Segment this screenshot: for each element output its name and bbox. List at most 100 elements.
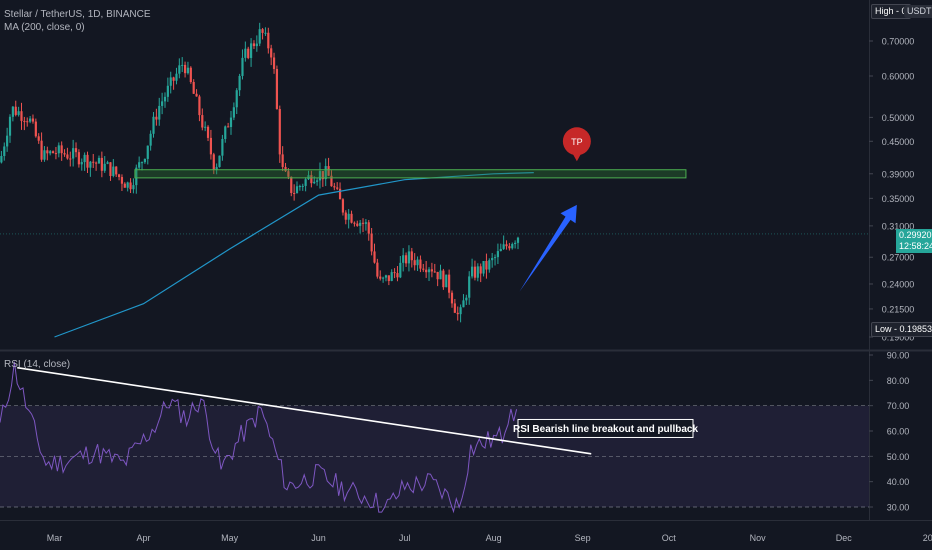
candle-body — [123, 183, 126, 188]
candle-body — [399, 262, 402, 278]
price-tick-label: 0.21500 — [882, 304, 915, 314]
candle-body — [482, 261, 485, 274]
candle-body — [244, 48, 247, 58]
candle-body — [511, 243, 514, 249]
time-tick-label: Aug — [486, 533, 502, 543]
candle-body — [267, 32, 270, 49]
candle-body — [281, 154, 284, 167]
candle-body — [433, 271, 436, 273]
candle-body — [479, 266, 482, 274]
candle-body — [66, 154, 69, 159]
candle-body — [356, 223, 359, 226]
ma-legend: MA (200, close, 0) — [4, 22, 85, 33]
candle-body — [427, 269, 431, 273]
time-tick-label: May — [221, 533, 239, 543]
candle-body — [218, 155, 221, 168]
rsi-legend: RSI (14, close) — [4, 359, 71, 370]
candle-body — [430, 269, 433, 272]
candle-body — [54, 153, 58, 155]
candle-body — [92, 161, 95, 163]
candle-body — [272, 57, 276, 70]
candle-body — [252, 43, 256, 47]
candle-body — [470, 266, 474, 277]
tp-marker-pointer — [571, 152, 582, 162]
candle-body — [89, 161, 92, 168]
candle-body — [34, 121, 37, 137]
candle-body — [95, 162, 98, 164]
target-arrow[interactable] — [519, 204, 577, 292]
candle-body — [37, 136, 40, 141]
candle-body — [31, 118, 35, 122]
candle-body — [255, 43, 258, 47]
candle-body — [8, 116, 12, 136]
candle-body — [235, 90, 238, 108]
candle-body — [295, 186, 299, 194]
candle-body — [270, 48, 273, 58]
time-tick-label: Mar — [47, 533, 63, 543]
candle-body — [221, 139, 224, 156]
candle-body — [181, 64, 184, 66]
candle-body — [100, 157, 103, 171]
resistance-zone[interactable] — [134, 169, 687, 179]
price-tick-label: 0.60000 — [882, 71, 915, 81]
candle-body — [209, 137, 213, 155]
rsi-tick-label: 90.00 — [887, 351, 910, 361]
candle-body — [293, 192, 296, 194]
candle-body — [496, 251, 500, 258]
candle-body — [450, 292, 454, 304]
rsi-note-text: RSI Bearish line breakout and pullback — [513, 424, 698, 435]
candle-body — [20, 111, 23, 121]
candle-body — [341, 199, 345, 213]
candle-body — [249, 43, 253, 58]
candle-body — [161, 101, 164, 106]
candle-body — [499, 248, 502, 252]
candle-body — [324, 166, 327, 180]
candle-body — [29, 118, 32, 122]
time-tick-label: Apr — [136, 533, 150, 543]
candle-body — [238, 75, 241, 91]
tp-marker[interactable] — [562, 127, 591, 156]
candle-body — [112, 166, 115, 177]
currency-button[interactable]: USDT — [904, 5, 932, 18]
candle-body — [49, 151, 52, 154]
candle-body — [462, 300, 465, 308]
candle-body — [476, 266, 479, 278]
candle-body — [224, 126, 227, 140]
candle-body — [304, 179, 307, 186]
candle-body — [347, 213, 350, 220]
price-tick-label: 0.45000 — [882, 137, 915, 147]
candle-body — [468, 276, 471, 298]
candle-body — [77, 152, 80, 165]
candle-body — [456, 312, 459, 315]
candle-body — [152, 116, 155, 134]
candle-body — [146, 145, 149, 159]
candle-body — [413, 260, 416, 266]
candle-body — [109, 162, 112, 177]
candle-body — [439, 270, 442, 280]
rsi-note-box[interactable] — [517, 418, 694, 438]
candle-body — [6, 135, 9, 147]
candle-body — [172, 77, 175, 81]
rsi-tick-label: 80.00 — [887, 376, 910, 386]
candle-body — [17, 111, 20, 115]
candle-body — [247, 48, 250, 58]
candle-body — [206, 126, 210, 138]
candle-body — [364, 222, 367, 224]
low-badge: Low - 0.19853 — [871, 322, 932, 337]
candle-body — [384, 275, 388, 278]
candle-body — [258, 29, 261, 44]
candle-body — [367, 222, 370, 234]
tp-label: TP — [571, 137, 583, 147]
candle-body — [166, 85, 169, 97]
candle-body — [212, 154, 215, 170]
candle-body — [284, 166, 287, 172]
rsi-trendline[interactable] — [17, 366, 592, 455]
candle-body — [448, 274, 451, 293]
candle-body — [327, 166, 330, 176]
candle-body — [43, 150, 46, 160]
time-tick-label: 2022 — [923, 533, 932, 543]
price-tick-label: 0.31000 — [882, 221, 915, 231]
candle-body — [198, 96, 201, 116]
last-price-value: 0.29920 — [899, 230, 932, 240]
